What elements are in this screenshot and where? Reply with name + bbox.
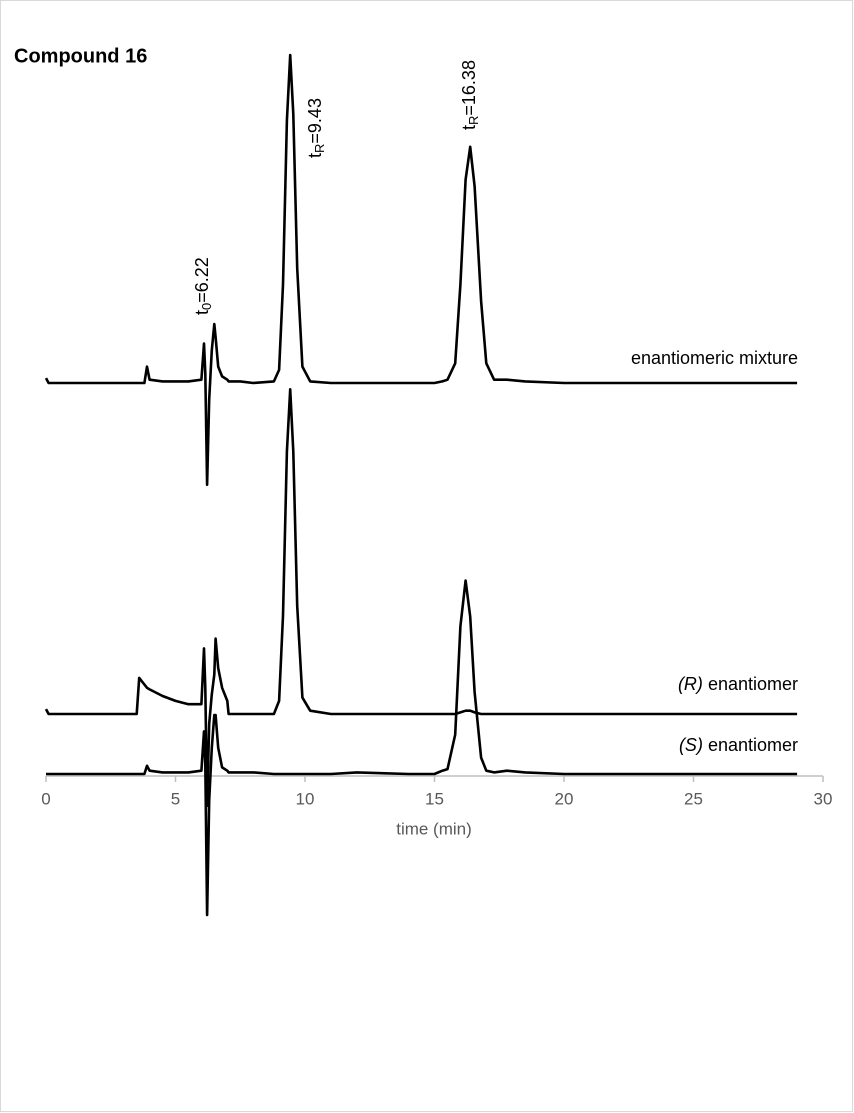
annotation: t0=6.22 (192, 257, 215, 315)
x-tick-label: 15 (425, 789, 444, 808)
annotation-sub: 0 (200, 303, 215, 310)
annotation-text: =6.22 (192, 257, 212, 303)
chart-title: Compound 16 (14, 45, 147, 67)
x-tick-label: 10 (296, 789, 315, 808)
series-label: enantiomeric mixture (631, 348, 798, 368)
annotation: tR=16.38 (459, 60, 482, 130)
x-tick-label: 0 (41, 789, 50, 808)
annotation-symbol: t (192, 310, 212, 315)
x-tick-label: 20 (555, 789, 574, 808)
x-tick-label: 25 (684, 789, 703, 808)
series-label: (S) enantiomer (679, 735, 798, 755)
annotation-text: =16.38 (459, 60, 479, 116)
x-tick-label: 5 (171, 789, 180, 808)
x-tick-label: 30 (814, 789, 833, 808)
trace (44, 388, 798, 808)
annotation-text: =9.43 (305, 98, 325, 144)
annotation-symbol: t (459, 125, 479, 130)
trace (46, 579, 798, 917)
annotation-sub: R (313, 144, 328, 153)
x-axis-label: time (min) (396, 819, 472, 838)
trace (44, 53, 798, 486)
series-label: (R) enantiomer (678, 674, 798, 694)
annotation-sub: R (467, 116, 482, 125)
annotation: tR=9.43 (305, 98, 328, 158)
annotation-symbol: t (305, 153, 325, 158)
